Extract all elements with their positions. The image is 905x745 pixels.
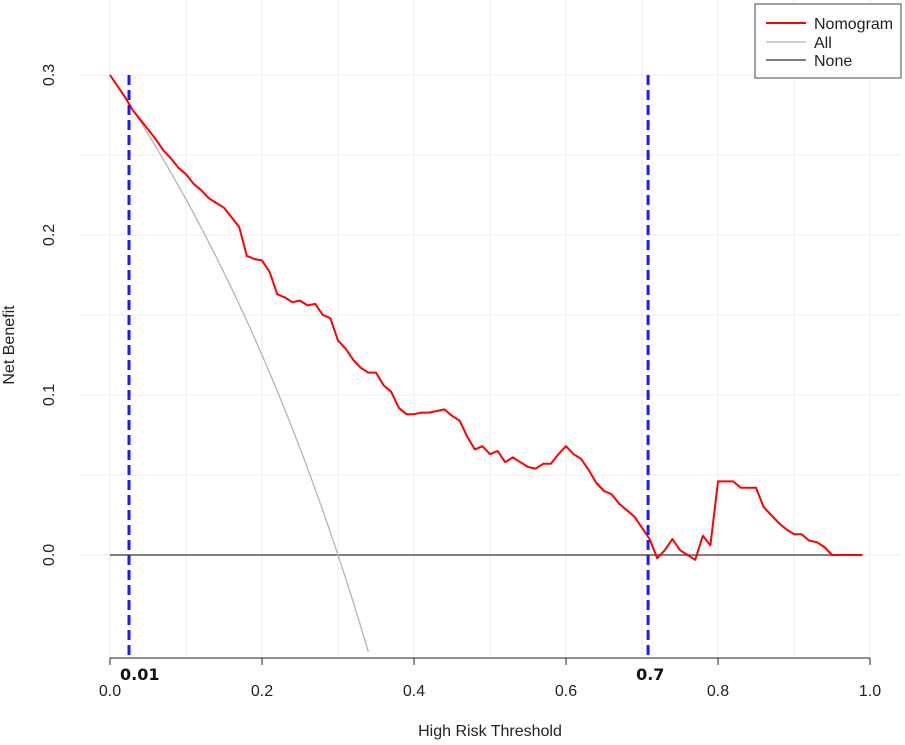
y-tick-label: 0.1 [41, 384, 58, 406]
grid-lines [80, 0, 900, 658]
legend-label-none: None [814, 53, 852, 70]
y-tick-label: 0.3 [41, 64, 58, 86]
series-layer [109, 74, 863, 653]
threshold-label-1: 0.01 [120, 665, 159, 684]
threshold-lines: 0.01 0.7 [120, 75, 664, 684]
series-all-line [109, 74, 370, 653]
x-tick-label: 0.0 [99, 683, 121, 700]
x-tick-label: 1.0 [859, 683, 881, 700]
y-tick-label: 0.0 [41, 544, 58, 566]
threshold-label-2: 0.7 [636, 665, 664, 684]
x-tick-label: 0.6 [555, 683, 577, 700]
x-tick-label: 0.2 [251, 683, 273, 700]
legend-label-nomogram: Nomogram [814, 16, 893, 33]
y-tick-label: 0.2 [41, 224, 58, 246]
legend-label-all: All [814, 35, 832, 52]
series-nomogram-line [109, 74, 863, 561]
x-axis-title: High Risk Threshold [418, 723, 562, 740]
axes: 0.0 0.2 0.4 0.6 0.8 1.0 0.0 0.1 0.2 0.3 [41, 64, 881, 700]
legend: Nomogram All None [754, 3, 902, 79]
x-tick-label: 0.4 [403, 683, 425, 700]
y-axis-title: Net Benefit [1, 305, 18, 385]
x-tick-label: 0.8 [707, 683, 729, 700]
legend-box [754, 3, 902, 79]
